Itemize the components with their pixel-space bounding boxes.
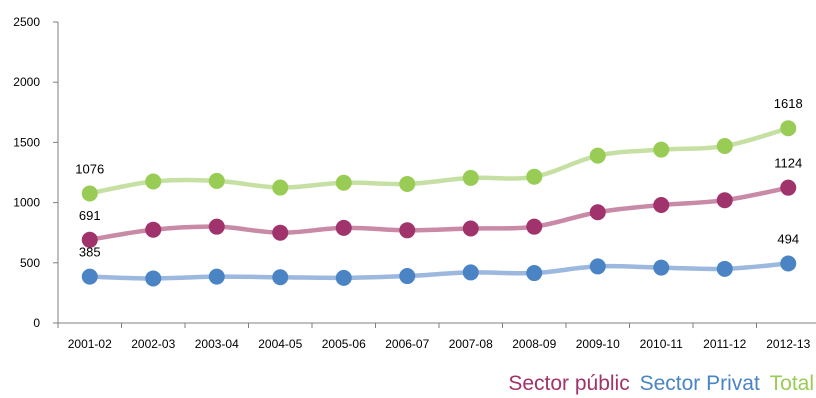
data-label: 494 — [777, 232, 799, 247]
data-point — [526, 168, 543, 185]
series-lines — [87, 125, 791, 281]
data-point — [272, 269, 289, 286]
x-tick-label: 2007-08 — [449, 337, 493, 351]
data-label: 1076 — [75, 161, 104, 176]
x-tick-label: 2004-05 — [258, 337, 302, 351]
axes: 0 500 1000 1500 2000 2500 2001-02 2002-03 2003-0… — [13, 15, 816, 351]
x-tick-label: 2008-09 — [512, 337, 556, 351]
data-point — [335, 269, 352, 286]
data-point — [81, 185, 98, 202]
data-point — [208, 218, 225, 235]
series-points — [81, 120, 797, 287]
x-tick-label: 2012-13 — [766, 337, 810, 351]
x-tick-label: 2002-03 — [131, 337, 175, 351]
y-tick-label: 2000 — [13, 75, 40, 89]
data-point — [145, 270, 162, 287]
data-point — [589, 204, 606, 221]
legend: Sector públic Sector Privat Total — [504, 372, 814, 396]
y-tick-label: 500 — [20, 256, 40, 270]
x-tick-label: 2003-04 — [195, 337, 239, 351]
x-tick-label: 2001-02 — [68, 337, 112, 351]
data-point — [653, 259, 670, 276]
data-label: 1618 — [774, 96, 803, 111]
y-tick-label: 2500 — [13, 15, 40, 29]
data-point — [780, 179, 797, 196]
data-point — [272, 224, 289, 241]
data-label: 691 — [79, 208, 101, 223]
series-line — [87, 125, 791, 196]
data-label: 385 — [79, 245, 101, 260]
x-tick-label: 2010-11 — [640, 337, 683, 351]
data-point — [716, 260, 733, 277]
data-point — [399, 175, 416, 192]
data-point — [780, 255, 797, 272]
x-tick-label: 2006-07 — [385, 337, 429, 351]
x-tick-label: 2011-12 — [703, 337, 746, 351]
data-point — [589, 258, 606, 275]
data-point — [81, 268, 98, 285]
y-tick-label: 0 — [33, 316, 40, 330]
data-point — [653, 141, 670, 158]
data-point — [462, 264, 479, 281]
data-point — [526, 218, 543, 235]
data-point — [272, 179, 289, 196]
data-point — [399, 222, 416, 239]
legend-item-sector-public: Sector públic — [508, 372, 630, 395]
legend-item-sector-privat: Sector Privat — [639, 372, 760, 395]
data-point — [145, 173, 162, 190]
series-line — [87, 185, 791, 243]
data-label: 1124 — [774, 156, 802, 171]
y-tick-label: 1500 — [13, 135, 40, 149]
data-point — [653, 197, 670, 214]
data-point — [462, 169, 479, 186]
data-point — [399, 268, 416, 285]
y-tick-label: 1000 — [13, 196, 40, 210]
data-point — [462, 220, 479, 237]
data-point — [145, 221, 162, 238]
data-point — [780, 120, 797, 137]
series-line — [87, 261, 791, 281]
data-point — [716, 138, 733, 155]
data-point — [335, 219, 352, 236]
data-labels: 1076 1618 691 1124 385 494 — [75, 96, 802, 259]
data-point — [526, 265, 543, 282]
data-point — [208, 268, 225, 285]
data-point — [81, 231, 98, 248]
x-tick-label: 2009-10 — [576, 337, 620, 351]
data-point — [335, 174, 352, 191]
legend-item-total: Total — [769, 372, 814, 395]
data-point — [589, 147, 606, 164]
x-tick-label: 2005-06 — [322, 337, 366, 351]
data-point — [208, 172, 225, 189]
data-point — [716, 192, 733, 209]
